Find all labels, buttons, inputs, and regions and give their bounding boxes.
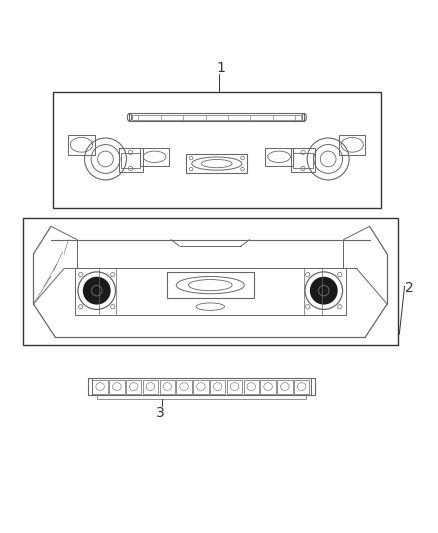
Bar [293, 154, 313, 168]
Bar [88, 378, 315, 395]
Bar [68, 135, 95, 155]
Bar [130, 114, 304, 121]
Bar [177, 381, 192, 393]
Bar [294, 381, 309, 393]
Bar [88, 378, 92, 395]
Circle shape [84, 278, 110, 304]
Bar [141, 148, 169, 166]
Text: 1: 1 [217, 61, 226, 75]
Bar [132, 115, 302, 120]
Bar [277, 381, 293, 393]
Bar [143, 381, 158, 393]
Bar [119, 148, 143, 172]
Bar [227, 381, 242, 393]
Bar [291, 148, 315, 172]
Bar [265, 148, 293, 166]
Bar [159, 381, 175, 393]
Bar [186, 155, 247, 173]
Bar [22, 219, 398, 345]
Bar [166, 272, 254, 298]
Bar [97, 395, 306, 399]
Bar [244, 381, 259, 393]
Bar [92, 381, 108, 393]
Bar [121, 154, 141, 168]
Bar [53, 92, 381, 207]
Text: 2: 2 [405, 281, 413, 295]
Bar [339, 135, 365, 155]
Bar [311, 378, 315, 395]
Bar [126, 381, 141, 393]
Bar [260, 381, 276, 393]
Bar [210, 381, 226, 393]
Circle shape [311, 278, 337, 304]
Text: 3: 3 [155, 406, 164, 420]
Bar [109, 381, 125, 393]
Bar [193, 381, 208, 393]
